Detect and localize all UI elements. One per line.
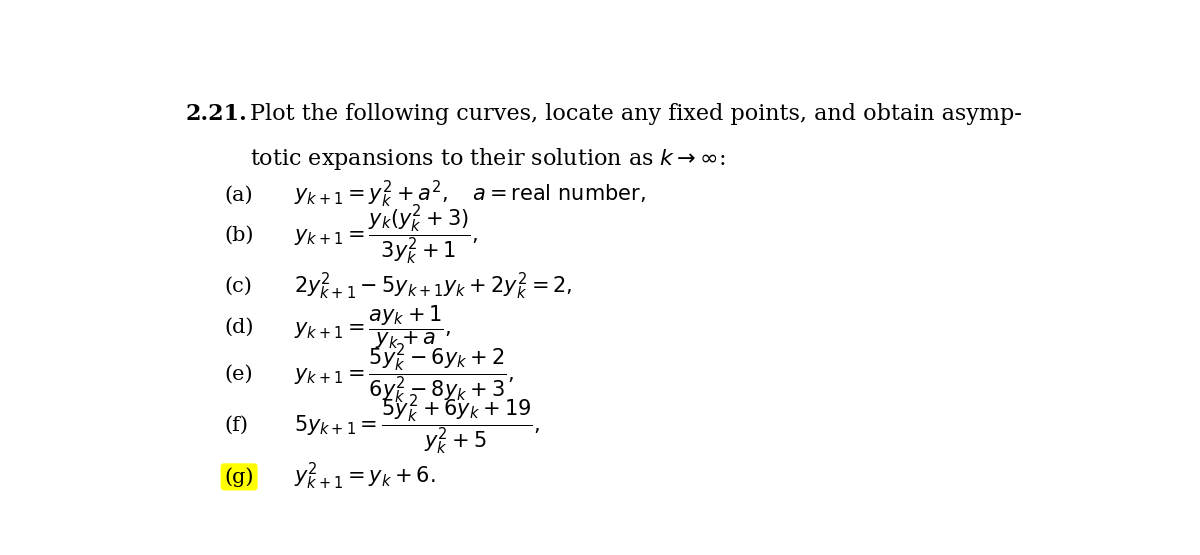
- Text: (f): (f): [224, 416, 248, 435]
- Text: $2y_{k+1}^2 - 5y_{k+1}y_k + 2y_k^2 = 2,$: $2y_{k+1}^2 - 5y_{k+1}y_k + 2y_k^2 = 2,$: [294, 271, 572, 302]
- Text: (c): (c): [224, 277, 252, 296]
- Text: (e): (e): [224, 365, 253, 384]
- Text: (b): (b): [224, 226, 254, 245]
- Text: totic expansions to their solution as $k \to \infty$:: totic expansions to their solution as $k…: [251, 145, 726, 171]
- Text: (d): (d): [224, 318, 254, 337]
- Text: 2.21.: 2.21.: [185, 103, 247, 125]
- Text: $y_{k+1} = \dfrac{y_k(y_k^2+3)}{3y_k^2+1},$: $y_{k+1} = \dfrac{y_k(y_k^2+3)}{3y_k^2+1…: [294, 204, 478, 267]
- Text: $y_{k+1}^2 = y_k + 6.$: $y_{k+1}^2 = y_k + 6.$: [294, 461, 436, 492]
- Text: $5y_{k+1} = \dfrac{5y_k^2+6y_k+19}{y_k^2+5},$: $5y_{k+1} = \dfrac{5y_k^2+6y_k+19}{y_k^2…: [294, 394, 540, 457]
- Text: (a): (a): [224, 185, 253, 204]
- Text: $y_{k+1} = \dfrac{5y_k^2-6y_k+2}{6y_k^2-8y_k+3},$: $y_{k+1} = \dfrac{5y_k^2-6y_k+2}{6y_k^2-…: [294, 342, 514, 406]
- Text: $y_{k+1} = y_k^2 + a^2, \quad a = \mathrm{real\ number,}$: $y_{k+1} = y_k^2 + a^2, \quad a = \mathr…: [294, 179, 646, 210]
- Text: $y_{k+1} = \dfrac{ay_k+1}{y_k+a},$: $y_{k+1} = \dfrac{ay_k+1}{y_k+a},$: [294, 304, 451, 351]
- Text: (g): (g): [224, 467, 254, 487]
- Text: Plot the following curves, locate any fixed points, and obtain asymp-: Plot the following curves, locate any fi…: [251, 103, 1022, 125]
